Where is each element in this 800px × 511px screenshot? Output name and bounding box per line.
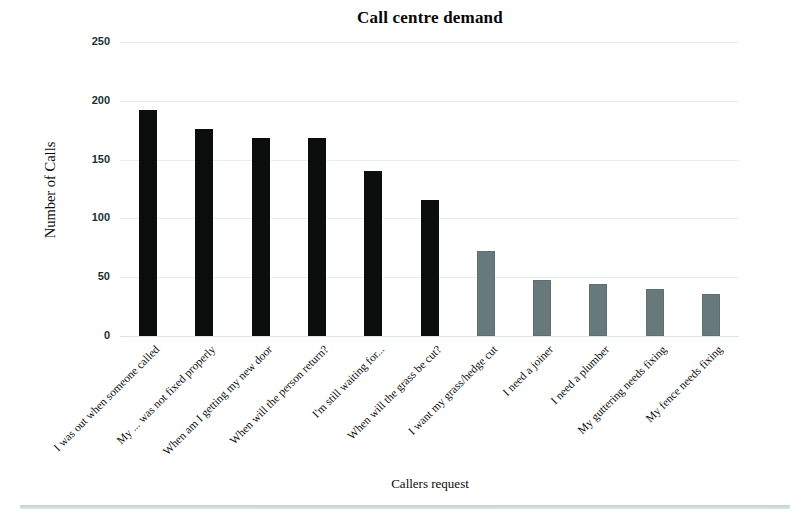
y-tick-label: 250: [66, 35, 110, 47]
gridline-y250: [120, 42, 739, 43]
y-tick-label: 200: [66, 94, 110, 106]
y-tick-label: 50: [66, 270, 110, 282]
gridline-y200: [120, 101, 739, 102]
x-category-label: When will the grass be cut?: [345, 343, 444, 442]
x-category-label: I was out when someone called: [51, 343, 161, 453]
x-category-label: I need a plumber: [548, 343, 611, 406]
x-category-label: When will the person return?: [227, 343, 330, 446]
chart-title: Call centre demand: [120, 8, 740, 28]
y-axis-title: Number of Calls: [42, 142, 59, 239]
x-category-label: I need a joiner: [500, 343, 555, 398]
bar: [308, 138, 326, 336]
x-category-label: My ... was not fixed properly: [114, 343, 217, 446]
bar: [533, 280, 551, 336]
bar: [252, 138, 270, 336]
bar: [195, 129, 213, 336]
bar: [589, 284, 607, 336]
gridline-y0: [120, 336, 739, 337]
bar: [139, 110, 157, 336]
x-axis-title: Callers request: [120, 476, 740, 492]
bar-chart: Call centre demand Number of Calls Calle…: [0, 0, 800, 511]
bar: [646, 289, 664, 336]
bar: [477, 251, 495, 336]
bar: [421, 200, 439, 336]
y-tick-label: 150: [66, 153, 110, 165]
y-tick-label: 100: [66, 211, 110, 223]
bar: [364, 171, 382, 336]
x-category-label: When am I getting my new door: [160, 343, 274, 457]
y-tick-label: 0: [66, 329, 110, 341]
bottom-rule-divider: [20, 505, 790, 509]
bar: [702, 294, 720, 336]
